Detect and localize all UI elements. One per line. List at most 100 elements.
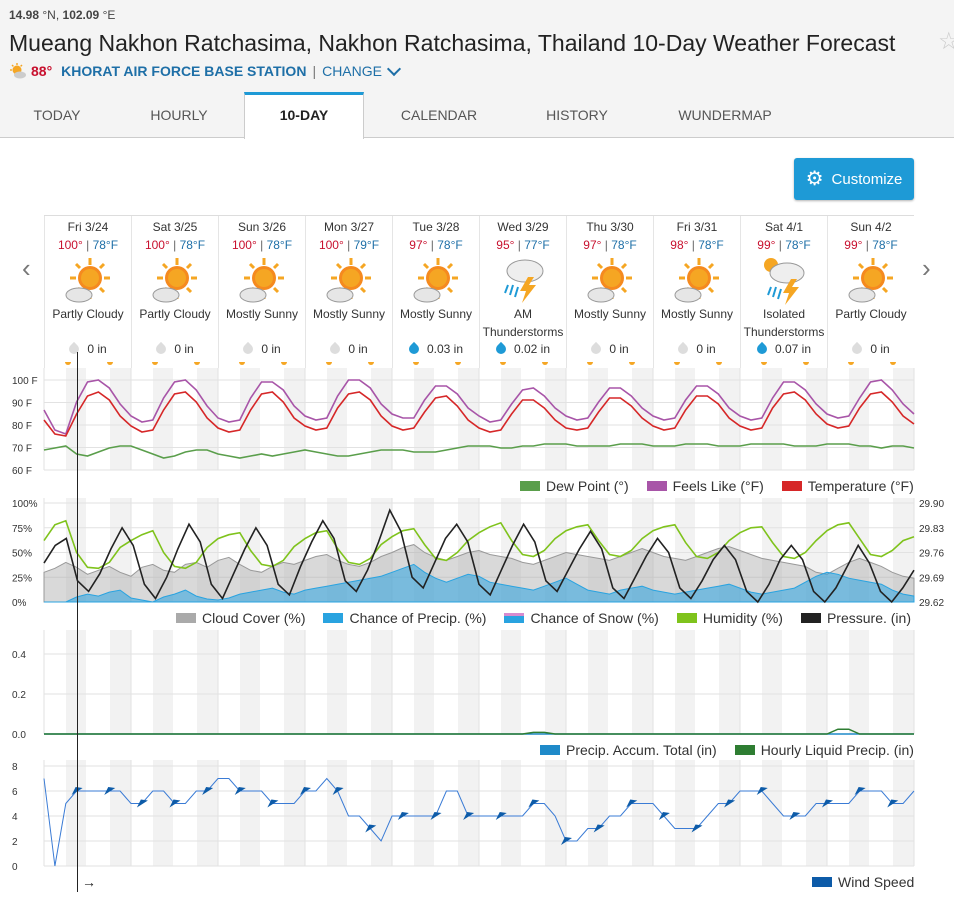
temp-separator: |: [343, 238, 354, 252]
tab-hourly[interactable]: HOURLY: [150, 107, 208, 123]
sun-markers: [828, 362, 914, 368]
previous-arrow-icon[interactable]: ‹: [22, 253, 31, 283]
tab-calendar[interactable]: CALENDAR: [400, 107, 478, 123]
y-tick-label: 25%: [12, 573, 32, 584]
night-band: [893, 498, 914, 602]
day-card[interactable]: Sun 3/26 100° | 78°F Mostly Sunny 0 in: [218, 216, 305, 368]
customize-button[interactable]: ⚙ Customize: [794, 158, 914, 200]
next-arrow-icon[interactable]: ›: [922, 253, 931, 283]
condition: Isolated: [762, 307, 806, 321]
day-card[interactable]: Fri 3/31 98° | 78°F Mostly Sunny 0 in: [653, 216, 740, 368]
customize-label: Customize: [831, 170, 903, 188]
y-tick-label: 60 F: [12, 466, 32, 477]
sun-markers: [567, 362, 653, 368]
day-date: Sat 4/1: [764, 220, 804, 234]
legend-hourly-liquid: Hourly Liquid Precip. (in): [760, 742, 914, 758]
low-temp: 78°F: [785, 238, 811, 252]
precip-amount: 0.03 in: [426, 342, 464, 356]
wind-direction-arrow: [854, 787, 866, 795]
night-band: [66, 760, 86, 866]
y-tick-label: 100%: [12, 499, 38, 510]
day-card[interactable]: Sat 3/25 100° | 78°F Partly Cloudy 0 in: [131, 216, 218, 368]
night-band: [240, 368, 260, 470]
precip-amount: 0 in: [870, 342, 890, 356]
day-temps: 98° | 78°F: [654, 238, 740, 252]
day-date: Thu 3/30: [586, 220, 634, 234]
change-station-link[interactable]: CHANGE: [322, 63, 382, 79]
legend-wind-speed: Wind Speed: [838, 874, 915, 890]
temp-separator: |: [169, 238, 180, 252]
location-header: 14.98 °N, 102.09 °E Mueang Nakhon Ratcha…: [0, 0, 954, 138]
low-temp: 78°F: [698, 238, 724, 252]
tab-10-day[interactable]: 10-DAY: [244, 92, 364, 139]
y2-tick-label: 29.69: [919, 573, 944, 584]
sunrise-marker: [65, 362, 71, 365]
night-band: [588, 498, 608, 602]
y-tick-label: 8: [12, 762, 18, 773]
hourly-liquid-line: [44, 728, 914, 735]
day-card[interactable]: Fri 3/24 100° | 78°F Partly Cloudy 0 in: [44, 216, 131, 368]
right-arrow-icon: →: [82, 874, 96, 890]
wind-direction-arrow: [234, 787, 246, 795]
day-card[interactable]: Mon 3/27 100° | 79°F Mostly Sunny 0 in: [305, 216, 392, 368]
partly-cloudy-icon: [237, 255, 287, 305]
tab-history[interactable]: HISTORY: [546, 107, 608, 123]
day-card[interactable]: Sat 4/1 99° | 78°F Isolated Thunderstorms 0.…: [740, 216, 827, 368]
legend-feels-like: Feels Like (°F): [672, 478, 764, 494]
y-tick-label: 80 F: [12, 421, 32, 432]
station-name[interactable]: KHORAT AIR FORCE BASE STATION: [61, 63, 307, 79]
sunrise-marker: [674, 362, 680, 365]
sun-markers: [654, 362, 740, 368]
night-band: [66, 630, 86, 734]
wind-direction-arrow: [626, 799, 638, 808]
sunset-marker: [542, 362, 548, 365]
day-card[interactable]: Thu 3/30 97° | 78°F Mostly Sunny 0 in: [566, 216, 653, 368]
favorite-star-icon[interactable]: ☆: [938, 28, 954, 55]
day-temps: 97° | 78°F: [567, 238, 653, 252]
tab-today[interactable]: TODAY: [33, 107, 81, 123]
temp-separator: |: [256, 238, 267, 252]
wind-direction-arrow: [691, 824, 703, 833]
sunrise-marker: [587, 362, 593, 365]
y-tick-label: 90 F: [12, 399, 32, 410]
low-temp: 78°F: [611, 238, 637, 252]
day-date: Tue 3/28: [412, 220, 460, 234]
wind-direction-arrow: [300, 787, 311, 795]
sun-markers: [132, 362, 218, 368]
humidity-line: [43, 519, 915, 570]
wind-direction-arrow: [169, 799, 181, 808]
legend-cloud-cover: Cloud Cover (%): [202, 610, 306, 626]
tab-wundermap[interactable]: WUNDERMAP: [678, 107, 772, 123]
temp-separator: |: [775, 238, 786, 252]
precip-amount: 0 in: [87, 342, 107, 356]
y-tick-label: 50%: [12, 549, 32, 560]
wind-direction-arrow: [104, 787, 116, 795]
night-band: [675, 630, 695, 734]
low-temp: 77°F: [524, 238, 550, 252]
hover-cursor-line[interactable]: [77, 352, 78, 892]
night-band: [849, 760, 869, 866]
tab-bar: TODAY HOURLY 10-DAY CALENDAR HISTORY WUN…: [0, 92, 954, 139]
day-card[interactable]: Sun 4/2 99° | 78°F Partly Cloudy 0 in: [827, 216, 914, 368]
humidity-pressure-chart-svg: 100% 75% 50% 25% 0% 29.90 29.83 29.76 29.69 29.62: [12, 498, 944, 609]
sun-markers: [219, 362, 305, 368]
longitude: 102.09: [62, 8, 100, 22]
legend-humidity: Humidity (%): [702, 610, 783, 626]
legend-snow-chance: Chance of Snow (%): [530, 610, 659, 626]
partly-cloudy-icon: [585, 255, 635, 305]
chevron-down-icon[interactable]: [386, 61, 402, 76]
sunset-marker: [629, 362, 635, 365]
high-temp: 99°: [757, 238, 776, 252]
condition: Partly Cloudy: [139, 307, 211, 321]
wind-direction-arrow: [267, 799, 279, 808]
day-card[interactable]: Tue 3/28 97° | 78°F Mostly Sunny 0.03 in: [392, 216, 479, 368]
y-tick-label: 6: [12, 787, 18, 798]
day-temps: 95° | 77°F: [480, 238, 566, 252]
day-precip: 0 in: [132, 341, 218, 357]
condition-line-2: Thunderstorms: [743, 325, 825, 339]
day-card[interactable]: Wed 3/29 95° | 77°F AM Thunderstorms 0.02 in: [479, 216, 566, 368]
raindrop-icon: [754, 341, 770, 357]
night-band: [284, 498, 305, 602]
day-temps: 100° | 78°F: [45, 238, 131, 252]
sunrise-marker: [326, 362, 332, 365]
